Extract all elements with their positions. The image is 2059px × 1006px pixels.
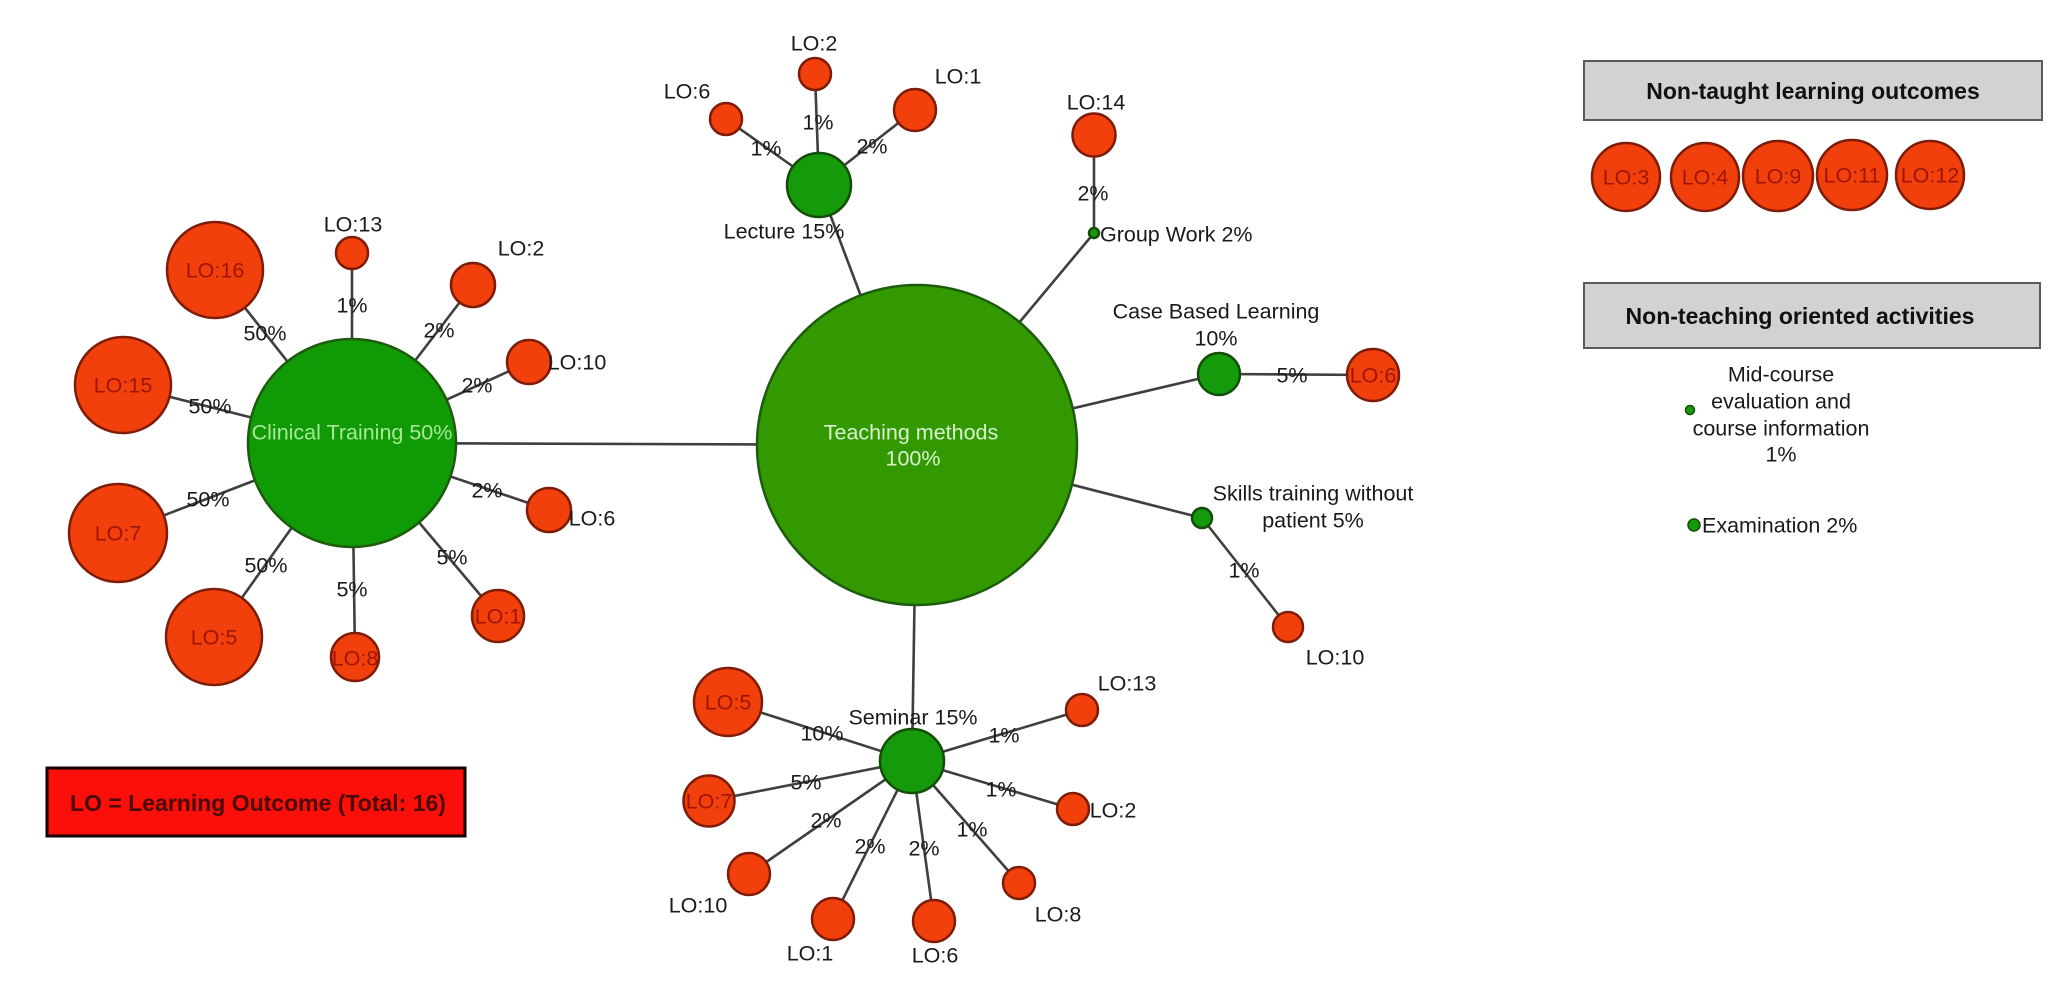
- svg-text:LO:1: LO:1: [935, 65, 982, 89]
- svg-text:LO:5: LO:5: [705, 691, 752, 715]
- svg-text:LO:2: LO:2: [791, 32, 838, 56]
- svg-text:5%: 5%: [790, 771, 821, 795]
- svg-text:LO:7: LO:7: [686, 790, 733, 814]
- svg-text:LO:6: LO:6: [569, 507, 616, 531]
- svg-text:2%: 2%: [810, 809, 841, 833]
- svg-text:LO:7: LO:7: [95, 522, 142, 546]
- svg-text:patient 5%: patient 5%: [1262, 509, 1364, 533]
- svg-text:Case Based Learning: Case Based Learning: [1113, 300, 1320, 324]
- svg-text:Non-teaching oriented activiti: Non-teaching oriented activities: [1626, 303, 1975, 329]
- svg-text:LO:1: LO:1: [787, 942, 834, 966]
- svg-text:Non-taught learning outcomes: Non-taught learning outcomes: [1646, 78, 1980, 104]
- svg-text:LO:2: LO:2: [1090, 799, 1137, 823]
- svg-text:50%: 50%: [186, 488, 229, 512]
- svg-text:Skills training without: Skills training without: [1213, 482, 1414, 506]
- svg-text:1%: 1%: [802, 111, 833, 135]
- svg-text:10%: 10%: [1194, 327, 1237, 351]
- svg-text:LO:5: LO:5: [191, 626, 238, 650]
- svg-text:LO:1: LO:1: [475, 605, 522, 629]
- svg-text:50%: 50%: [244, 554, 287, 578]
- svg-text:Teaching methods: Teaching methods: [824, 421, 999, 445]
- svg-text:LO:6: LO:6: [664, 80, 711, 104]
- svg-text:evaluation and: evaluation and: [1711, 390, 1851, 414]
- svg-text:1%: 1%: [1228, 559, 1259, 583]
- svg-text:LO:8: LO:8: [1035, 903, 1082, 927]
- svg-text:LO = Learning Outcome (Total:: LO = Learning Outcome (Total: 16): [70, 790, 446, 816]
- svg-text:1%: 1%: [988, 724, 1019, 748]
- svg-text:50%: 50%: [188, 395, 231, 419]
- svg-text:Lecture 15%: Lecture 15%: [724, 220, 845, 244]
- svg-text:2%: 2%: [854, 835, 885, 859]
- svg-text:LO:8: LO:8: [332, 647, 379, 671]
- svg-text:10%: 10%: [800, 722, 843, 746]
- svg-text:Clinical Training 50%: Clinical Training 50%: [252, 421, 453, 445]
- svg-text:Group Work 2%: Group Work 2%: [1100, 223, 1253, 247]
- svg-text:LO:4: LO:4: [1682, 166, 1729, 190]
- svg-text:2%: 2%: [471, 479, 502, 503]
- svg-text:LO:13: LO:13: [324, 213, 383, 237]
- svg-text:LO:10: LO:10: [548, 351, 607, 375]
- svg-text:Mid-course: Mid-course: [1728, 363, 1834, 387]
- svg-text:2%: 2%: [908, 837, 939, 861]
- svg-text:LO:16: LO:16: [186, 259, 245, 283]
- svg-text:1%: 1%: [956, 818, 987, 842]
- svg-text:5%: 5%: [436, 546, 467, 570]
- svg-text:LO:14: LO:14: [1067, 91, 1126, 115]
- svg-text:1%: 1%: [985, 778, 1016, 802]
- svg-text:LO:10: LO:10: [1306, 646, 1365, 670]
- svg-text:LO:9: LO:9: [1755, 165, 1802, 189]
- svg-text:1%: 1%: [1765, 443, 1796, 467]
- svg-text:LO:13: LO:13: [1098, 672, 1157, 696]
- svg-text:100%: 100%: [886, 447, 941, 471]
- svg-text:LO:15: LO:15: [94, 374, 153, 398]
- svg-text:5%: 5%: [1276, 364, 1307, 388]
- svg-text:LO:11: LO:11: [1824, 164, 1881, 188]
- svg-text:1%: 1%: [750, 137, 781, 161]
- svg-text:Examination 2%: Examination 2%: [1702, 514, 1857, 538]
- svg-text:1%: 1%: [336, 294, 367, 318]
- svg-text:2%: 2%: [423, 319, 454, 343]
- svg-text:LO:3: LO:3: [1603, 166, 1650, 190]
- svg-text:2%: 2%: [856, 135, 887, 159]
- svg-text:2%: 2%: [461, 374, 492, 398]
- svg-text:Seminar 15%: Seminar 15%: [848, 706, 977, 730]
- svg-text:LO:2: LO:2: [498, 237, 545, 261]
- svg-text:2%: 2%: [1077, 182, 1108, 206]
- svg-text:5%: 5%: [336, 578, 367, 602]
- svg-text:LO:12: LO:12: [1901, 164, 1960, 188]
- svg-text:LO:6: LO:6: [1350, 364, 1397, 388]
- svg-text:course information: course information: [1693, 417, 1870, 441]
- svg-text:LO:6: LO:6: [912, 944, 959, 968]
- svg-text:LO:10: LO:10: [669, 894, 728, 918]
- svg-text:50%: 50%: [243, 322, 286, 346]
